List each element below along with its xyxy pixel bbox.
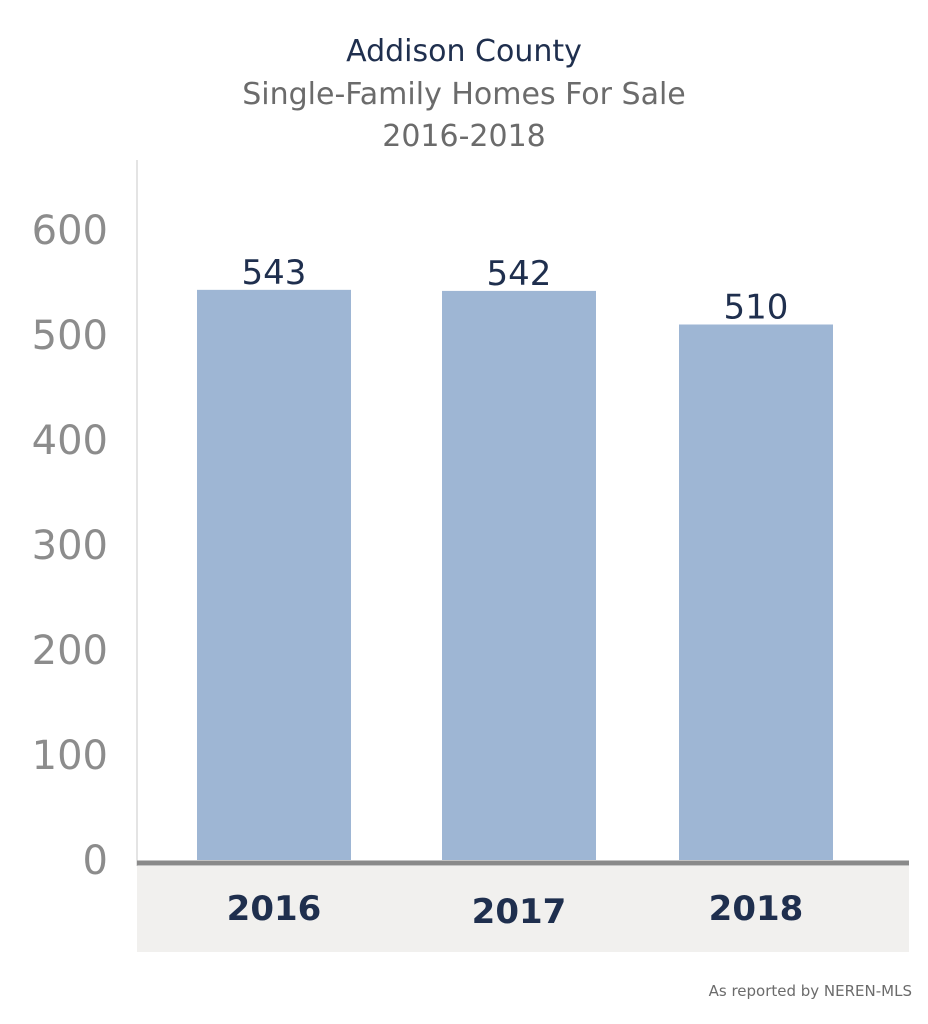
- bar-group: [197, 289, 833, 861]
- bar-2018: [679, 324, 833, 860]
- y-tick-label: 200: [32, 628, 108, 674]
- x-tick-label: 2016: [227, 889, 322, 929]
- chart-period: 2016-2018: [382, 119, 546, 154]
- data-label-2016: 543: [242, 253, 307, 293]
- data-label-2018: 510: [724, 288, 789, 328]
- x-axis-band: [137, 866, 909, 952]
- x-tick-label: 2018: [709, 889, 804, 929]
- x-tick-group: 2016 2017 2018: [227, 889, 804, 932]
- y-tick-label: 400: [32, 418, 108, 464]
- y-tick-label: 0: [83, 838, 108, 884]
- data-label-group: 543 542 510: [242, 253, 789, 328]
- y-tick-label: 300: [32, 523, 108, 569]
- y-tick-label: 500: [32, 313, 108, 359]
- y-tick-label: 600: [32, 208, 108, 254]
- chart-title: Addison County: [346, 34, 582, 69]
- bar-2017: [442, 290, 596, 860]
- bar-2016: [197, 289, 351, 861]
- y-tick-group: 0 100 200 300 400 500 600: [32, 208, 108, 884]
- chart-title-block: Addison County Single-Family Homes For S…: [0, 30, 928, 158]
- y-tick-label: 100: [32, 733, 108, 779]
- source-note: As reported by NEREN-MLS: [708, 982, 912, 1000]
- x-tick-label: 2017: [472, 892, 567, 932]
- data-label-2017: 542: [487, 254, 552, 294]
- chart-subtitle: Single-Family Homes For Sale: [242, 77, 686, 112]
